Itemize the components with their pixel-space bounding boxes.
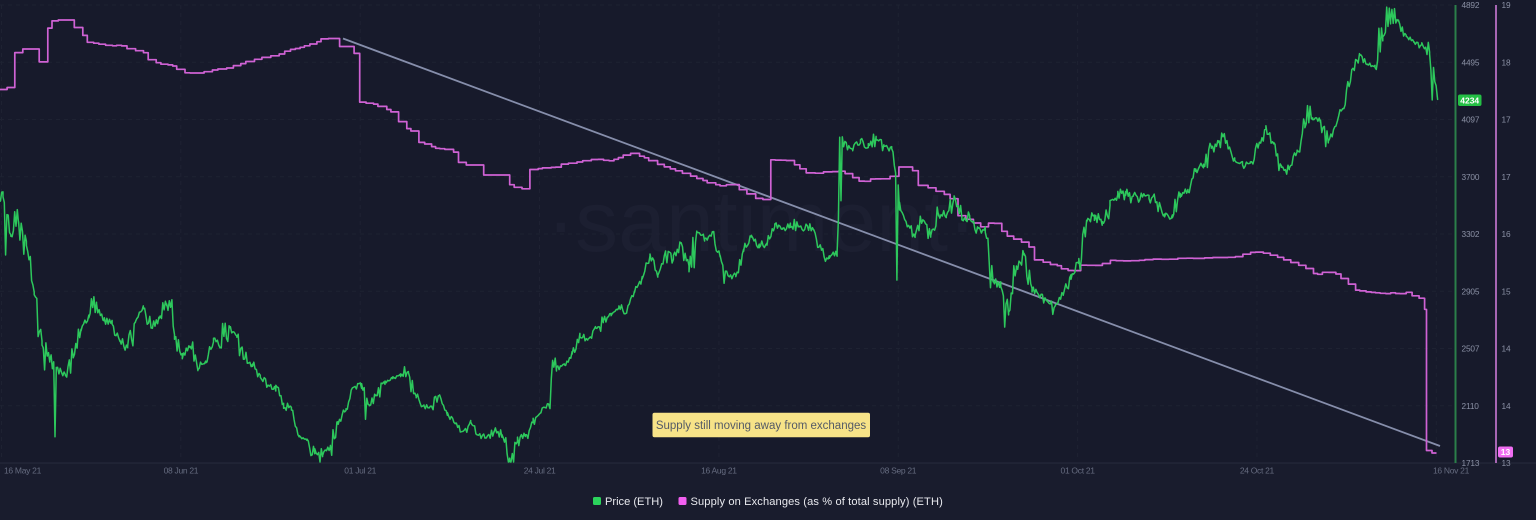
svg-text:16 Aug 21: 16 Aug 21	[701, 465, 737, 475]
svg-text:16: 16	[1502, 229, 1511, 239]
svg-text:08 Jun 21: 08 Jun 21	[164, 465, 199, 475]
svg-text:08 Sep 21: 08 Sep 21	[880, 465, 917, 475]
svg-text:16 Nov 21: 16 Nov 21	[1433, 465, 1470, 475]
svg-text:2110: 2110	[1462, 401, 1480, 411]
svg-text:18: 18	[1502, 57, 1511, 67]
svg-text:01 Jul 21: 01 Jul 21	[344, 465, 376, 475]
svg-text:17: 17	[1502, 115, 1511, 125]
svg-text:16 May 21: 16 May 21	[4, 465, 42, 475]
svg-text:01 Oct 21: 01 Oct 21	[1061, 465, 1096, 475]
svg-text:4234: 4234	[1460, 96, 1479, 106]
svg-text:1713: 1713	[1462, 458, 1480, 468]
svg-text:Supply on Exchanges (as % of t: Supply on Exchanges (as % of total suppl…	[691, 496, 943, 508]
svg-text:4097: 4097	[1462, 115, 1480, 125]
svg-text:14: 14	[1502, 344, 1511, 354]
svg-text:2905: 2905	[1462, 286, 1480, 296]
svg-text:4892: 4892	[1462, 0, 1480, 10]
svg-text:3302: 3302	[1462, 229, 1480, 239]
svg-text:Price (ETH): Price (ETH)	[605, 496, 663, 508]
svg-text:19: 19	[1502, 0, 1511, 10]
svg-text:13: 13	[1501, 447, 1511, 457]
svg-text:17: 17	[1502, 172, 1511, 182]
svg-text:3700: 3700	[1462, 172, 1480, 182]
svg-text:4495: 4495	[1462, 57, 1480, 67]
svg-text:13: 13	[1502, 458, 1511, 468]
svg-text:14: 14	[1502, 401, 1511, 411]
svg-text:·santiment·: ·santiment·	[547, 174, 977, 270]
svg-text:24 Oct 21: 24 Oct 21	[1240, 465, 1275, 475]
svg-text:2507: 2507	[1462, 344, 1480, 354]
svg-text:Supply still moving away from: Supply still moving away from exchanges	[656, 420, 867, 432]
svg-text:24 Jul 21: 24 Jul 21	[524, 465, 556, 475]
svg-text:15: 15	[1502, 286, 1511, 296]
